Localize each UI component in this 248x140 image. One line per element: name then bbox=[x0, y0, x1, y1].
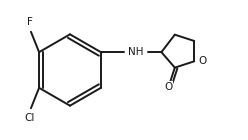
Text: F: F bbox=[27, 17, 33, 27]
Text: Cl: Cl bbox=[25, 113, 35, 123]
Text: NH: NH bbox=[128, 47, 143, 57]
Text: O: O bbox=[164, 82, 173, 92]
Text: O: O bbox=[199, 56, 207, 66]
